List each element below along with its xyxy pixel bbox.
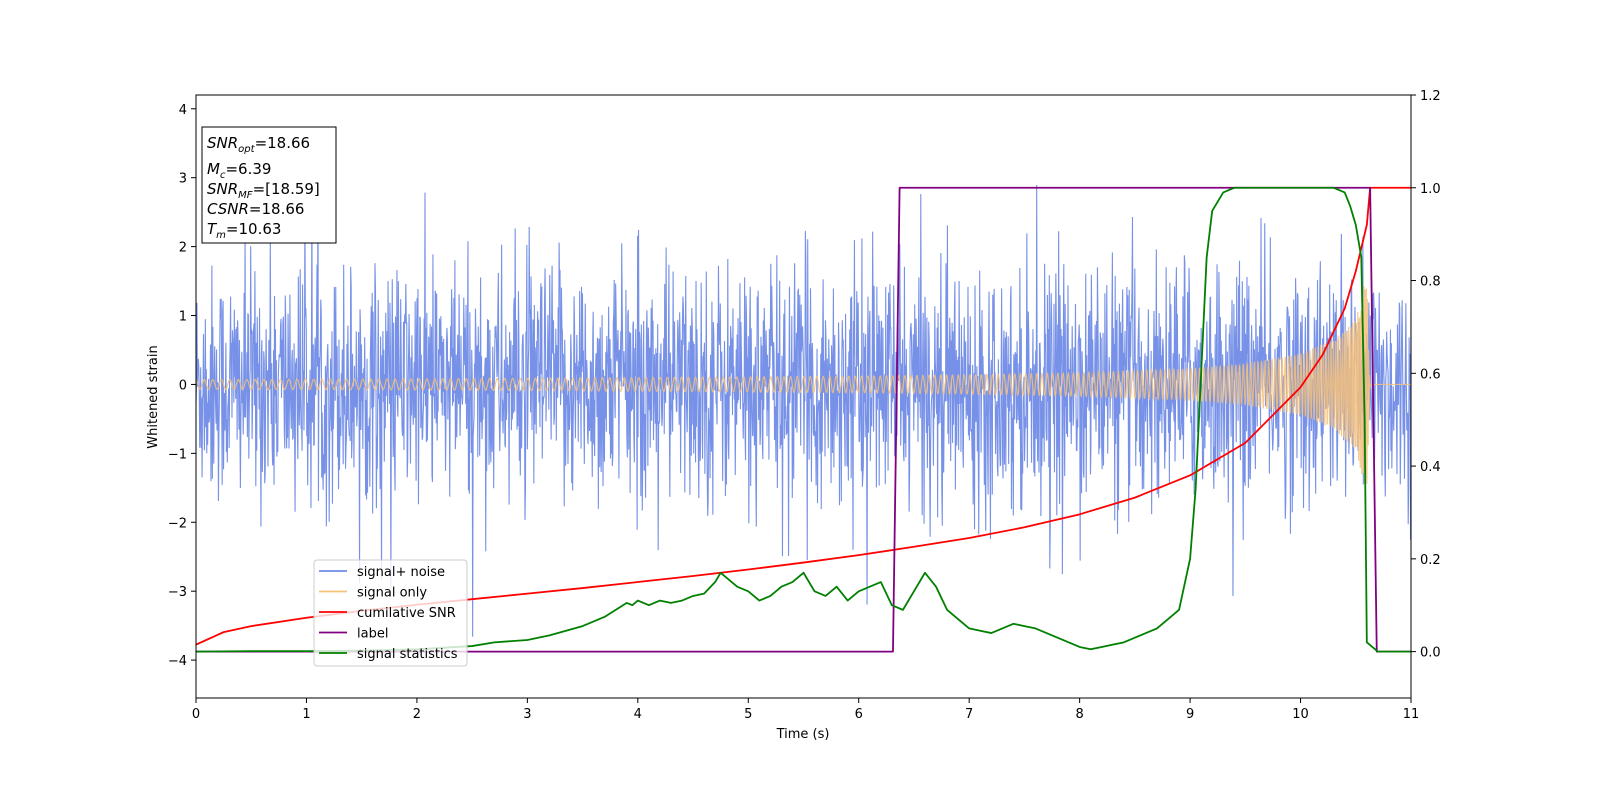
series-signal-only xyxy=(196,286,1411,484)
info-box: SNRopt=18.66 Mc=6.39SNRMF=[18.59]CSNR=18.… xyxy=(201,126,337,244)
info-box-line: CSNR=18.66 xyxy=(207,200,304,218)
info-box-line: SNRopt=18.66 xyxy=(207,134,310,155)
y-left-tick-label: −4 xyxy=(168,654,187,669)
x-tick-label: 2 xyxy=(413,707,421,722)
y-left-tick-label: 4 xyxy=(179,103,187,118)
y-axis-right-ticks: 0.0 0.2 0.4 0.6 0.8 1.0 1.2 xyxy=(1411,89,1441,661)
info-box-frame xyxy=(201,126,337,244)
line-signal-statistics xyxy=(196,186,1411,653)
line-signal-only xyxy=(196,286,1411,484)
info-box-line: Tm=10.63 xyxy=(207,220,281,241)
y-axis-label: Whitened strain xyxy=(146,345,161,448)
y-left-tick-label: 0 xyxy=(179,378,187,393)
x-tick-label: 3 xyxy=(523,707,531,722)
info-box-line: SNRMF=[18.59] xyxy=(207,180,320,201)
y-left-tick-label: 2 xyxy=(179,241,187,256)
y-right-tick-label: 0.8 xyxy=(1420,275,1441,290)
y-right-tick-label: 0.2 xyxy=(1420,553,1441,568)
legend-entry-label: signal+ noise xyxy=(357,565,445,580)
y-right-tick-label: 1.2 xyxy=(1420,89,1441,104)
y-left-tick-label: −2 xyxy=(168,516,187,531)
line-signal-noise xyxy=(196,161,1411,637)
x-tick-label: 10 xyxy=(1292,707,1309,722)
legend: signal+ noise signal only cumilative SNR la… xyxy=(313,559,468,667)
x-tick-label: 11 xyxy=(1403,707,1420,722)
y-axis-left-ticks: −4 −3 −2 −1 0 1 2 3 4 xyxy=(168,103,196,669)
x-axis-ticks: 0 1 2 3 4 5 6 7 8 9 10 11 xyxy=(192,698,1419,722)
x-tick-label: 4 xyxy=(634,707,642,722)
series-signal-noise xyxy=(196,161,1411,637)
legend-entry-label: cumilative SNR xyxy=(357,606,456,621)
y-right-tick-label: 0.0 xyxy=(1420,646,1441,661)
legend-entry-label: label xyxy=(357,627,388,642)
x-tick-label: 7 xyxy=(965,707,973,722)
y-left-tick-label: 3 xyxy=(179,172,187,187)
legend-frame xyxy=(313,559,468,667)
x-axis-label: Time (s) xyxy=(776,727,830,742)
axes-frame xyxy=(195,94,1412,699)
x-tick-label: 0 xyxy=(192,707,200,722)
y-left-tick-label: 1 xyxy=(179,310,187,325)
y-left-tick-label: −3 xyxy=(168,585,187,600)
y-right-tick-label: 0.4 xyxy=(1420,460,1441,475)
y-right-tick-label: 0.6 xyxy=(1420,367,1441,382)
legend-entry-label: signal statistics xyxy=(357,647,458,662)
info-box-line: Mc=6.39 xyxy=(207,160,271,181)
x-tick-label: 9 xyxy=(1186,707,1194,722)
y-right-tick-label: 1.0 xyxy=(1420,182,1441,197)
x-tick-label: 5 xyxy=(744,707,752,722)
x-tick-label: 1 xyxy=(302,707,310,722)
legend-entry-label: signal only xyxy=(357,586,427,601)
x-tick-label: 6 xyxy=(855,707,863,722)
y-left-tick-label: −1 xyxy=(168,447,187,462)
x-tick-label: 8 xyxy=(1075,707,1083,722)
